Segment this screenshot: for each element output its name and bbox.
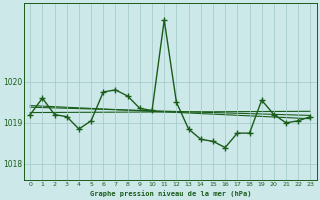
X-axis label: Graphe pression niveau de la mer (hPa): Graphe pression niveau de la mer (hPa) <box>90 190 251 197</box>
